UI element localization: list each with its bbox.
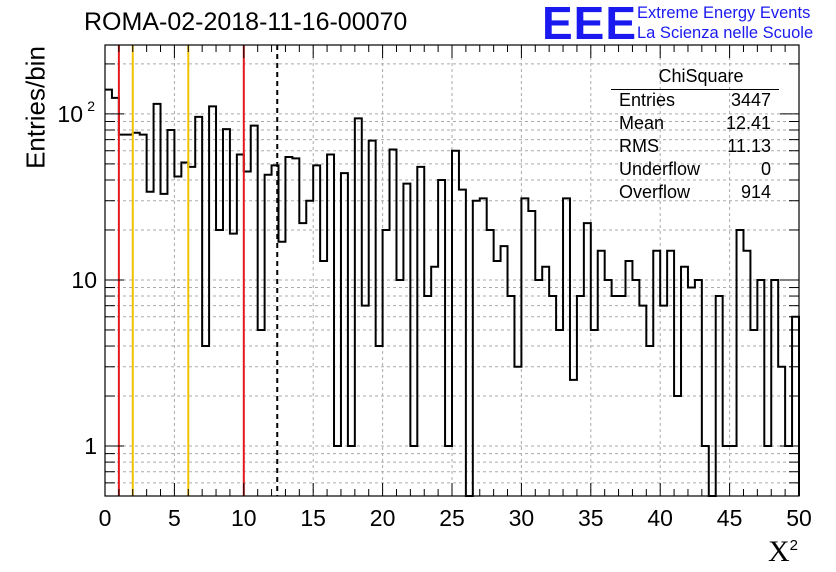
stats-label: Mean xyxy=(619,113,665,133)
stats-row-mean: Mean 12.41 xyxy=(609,112,779,135)
stats-row-underflow: Underflow 0 xyxy=(609,158,779,181)
logo-caption-line1: Extreme Energy Events xyxy=(637,4,811,22)
y-axis-label: Entries/bin xyxy=(20,46,51,169)
stats-label: Overflow xyxy=(619,182,691,202)
stats-row-rms: RMS 11.13 xyxy=(609,135,779,158)
x-tick-label: 40 xyxy=(647,505,673,531)
x-tick-label: 30 xyxy=(509,505,535,531)
eee-logo: EEE xyxy=(542,0,638,49)
x-axis-label-base: X xyxy=(768,535,790,568)
eee-logo-caption: Extreme Energy Events La Scienza nelle S… xyxy=(637,3,813,43)
x-axis-label: X2 xyxy=(768,535,798,569)
x-tick-label: 15 xyxy=(300,505,326,531)
y-tick-label: 1 xyxy=(84,433,97,459)
stats-value: 11.13 xyxy=(727,136,771,156)
stats-label: Entries xyxy=(619,90,676,110)
run-title: ROMA-02-2018-11-16-00070 xyxy=(84,8,408,36)
stats-row-overflow: Overflow 914 xyxy=(609,181,779,204)
x-tick-label: 35 xyxy=(578,505,604,531)
x-tick-label: 5 xyxy=(168,505,181,531)
x-tick-label: 10 xyxy=(231,505,257,531)
stats-label: Underflow xyxy=(619,159,701,179)
stats-box: ChiSquare Entries 3447 Mean 12.41 RMS 11.13… xyxy=(609,63,779,204)
stats-value: 3447 xyxy=(730,90,771,110)
x-tick-label: 0 xyxy=(99,505,112,531)
y-tick-label: 10 xyxy=(57,101,83,127)
stats-value: 914 xyxy=(740,182,771,202)
x-tick-label: 50 xyxy=(786,505,812,531)
logo-caption-line2: La Scienza nelle Scuole xyxy=(637,24,814,42)
y-tick-label: 10 xyxy=(71,267,97,293)
x-tick-label: 25 xyxy=(439,505,465,531)
stats-row-entries: Entries 3447 xyxy=(609,89,779,112)
stats-value: 12.41 xyxy=(725,113,771,133)
stats-title-underline xyxy=(611,89,779,90)
x-tick-label: 20 xyxy=(370,505,396,531)
stats-value: 0 xyxy=(760,159,771,179)
histogram-series xyxy=(105,88,800,497)
stats-title: ChiSquare xyxy=(658,66,744,86)
x-tick-label: 45 xyxy=(717,505,743,531)
y-tick-label-exponent: 2 xyxy=(87,98,95,114)
stats-label: RMS xyxy=(619,136,659,156)
x-axis-label-exponent: 2 xyxy=(789,537,799,554)
